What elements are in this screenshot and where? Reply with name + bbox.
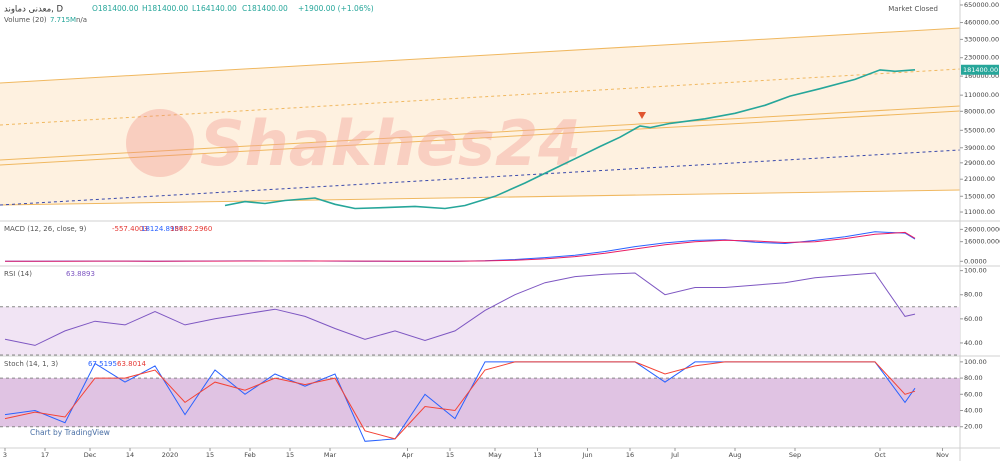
x-tick-label: 13 (533, 451, 541, 459)
y-tick-label: 26000.0000 (964, 225, 1000, 233)
y-tick-label: 160000.00 (964, 72, 999, 80)
channel-fill (0, 28, 960, 205)
market-status: Market Closed (888, 5, 938, 13)
series-line (4, 272, 916, 346)
y-tick-label: 80000.00 (964, 107, 995, 115)
volume-title: Volume (20) (4, 16, 47, 24)
y-tick-label: 16000.0000 (964, 238, 1000, 246)
volume-value: 7.715M (50, 16, 76, 24)
x-tick-label: 2020 (162, 451, 179, 459)
x-tick-label: Oct (874, 451, 886, 459)
tradingview-credit: Chart by TradingView (30, 428, 110, 437)
y-tick-label: 55000.00 (964, 126, 995, 134)
pane-title: MACD (12, 26, close, 9) (4, 225, 87, 233)
x-tick-label: May (488, 451, 502, 459)
y-tick-label: 230000.00 (964, 54, 999, 62)
x-tick-label: 14 (126, 451, 134, 459)
y-tick-label: 330000.00 (964, 35, 999, 43)
legend-value: 63.8014 (117, 360, 146, 368)
legend-value: O181400.00 (92, 4, 139, 13)
watermark-logo (126, 109, 194, 177)
pane-title: Stoch (14, 1, 3) (4, 360, 58, 368)
x-tick-label: Jul (670, 451, 679, 459)
x-tick-label: Jun (581, 451, 592, 459)
band (0, 378, 960, 427)
y-tick-label: 20.00 (964, 423, 983, 431)
volume-value: n/a (76, 16, 87, 24)
channel-line (0, 189, 961, 206)
legend-value: 63.8893 (66, 270, 95, 278)
arrow-marker (638, 112, 646, 119)
x-tick-label: 15 (286, 451, 294, 459)
y-tick-label: 39000.00 (964, 144, 995, 152)
x-tick-label: Apr (402, 451, 414, 459)
series-line (4, 361, 916, 440)
x-tick-label: Nov (936, 451, 949, 459)
channel-line (0, 105, 961, 161)
series-line (5, 231, 916, 262)
legend-value: 18682.2960 (170, 225, 212, 233)
x-tick-label: Dec (84, 451, 97, 459)
y-tick-label: 40.00 (964, 339, 983, 347)
y-tick-label: 100.00 (964, 267, 987, 275)
y-tick-label: 110000.00 (964, 91, 999, 99)
y-tick-label: 60.00 (964, 315, 983, 323)
x-tick-label: Sep (789, 451, 801, 459)
legend-value: 67.5195 (88, 360, 117, 368)
y-tick-label: 40.00 (964, 407, 983, 415)
y-tick-label: 460000.00 (964, 19, 999, 27)
x-tick-label: 3 (3, 451, 7, 459)
watermark: Shakhes24 (200, 107, 581, 180)
x-tick-label: 15 (446, 451, 454, 459)
legend-value: C181400.00 (242, 4, 288, 13)
y-tick-label: 80.00 (964, 374, 983, 382)
y-tick-label: 29000.00 (964, 159, 995, 167)
legend-value: +1900.00 (+1.06%) (298, 4, 374, 13)
channel-line (0, 68, 961, 126)
channel-line (0, 27, 961, 84)
legend-value: H181400.00 (142, 4, 188, 13)
last-price-label: 181400.00 (963, 66, 998, 74)
legend-value: L164140.00 (192, 4, 237, 13)
legend-value: 18124.8957 (141, 225, 183, 233)
channel-line (0, 110, 961, 166)
y-tick-label: 60.00 (964, 390, 983, 398)
pane-title: RSI (14) (4, 270, 32, 278)
band (0, 306, 960, 355)
y-tick-label: 21000.00 (964, 175, 995, 183)
x-tick-label: 17 (41, 451, 49, 459)
trend-line (0, 149, 961, 206)
x-tick-label: 15 (206, 451, 214, 459)
legend-value: -557.4003 (112, 225, 148, 233)
y-tick-label: 15000.00 (964, 192, 995, 200)
y-tick-label: 650000.00 (964, 1, 999, 9)
x-tick-label: 16 (626, 451, 634, 459)
y-tick-label: 100.00 (964, 358, 987, 366)
x-tick-label: Mar (324, 451, 337, 459)
x-tick-label: Aug (729, 451, 742, 459)
y-tick-label: 80.00 (964, 291, 983, 299)
last-price-box (961, 64, 999, 75)
y-tick-label: 0.0000 (964, 257, 987, 265)
y-tick-label: 11000.00 (964, 208, 995, 216)
x-tick-label: Feb (244, 451, 256, 459)
series-line (224, 69, 916, 210)
symbol-title: معدنی دماوند, D (4, 5, 64, 15)
